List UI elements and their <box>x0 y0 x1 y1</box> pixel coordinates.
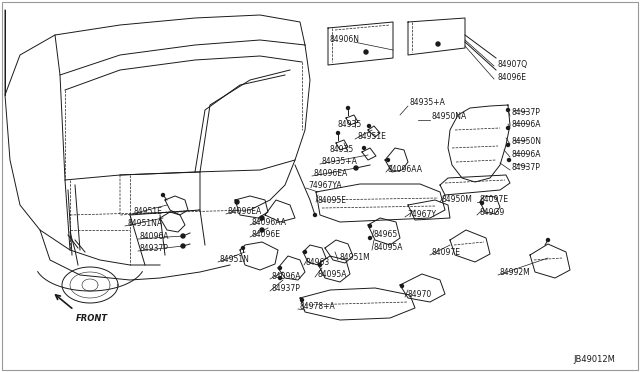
Text: 84950M: 84950M <box>442 195 473 204</box>
Text: 84935+A: 84935+A <box>322 157 358 166</box>
Text: 84978+A: 84978+A <box>300 302 336 311</box>
Text: 84096A: 84096A <box>140 232 170 241</box>
Circle shape <box>364 50 368 54</box>
Circle shape <box>278 266 282 269</box>
Text: 84935: 84935 <box>330 145 355 154</box>
Circle shape <box>181 244 185 248</box>
Circle shape <box>506 144 509 147</box>
Text: 84096A: 84096A <box>512 120 541 129</box>
Text: 84907Q: 84907Q <box>498 60 528 69</box>
Circle shape <box>362 147 365 150</box>
Circle shape <box>301 298 303 301</box>
Text: 84951M: 84951M <box>340 253 371 262</box>
Circle shape <box>346 106 349 109</box>
Text: 849G9: 849G9 <box>479 208 504 217</box>
Text: 84951E: 84951E <box>357 132 386 141</box>
Text: 84095E: 84095E <box>318 196 347 205</box>
Text: 84097E: 84097E <box>432 248 461 257</box>
Circle shape <box>161 193 164 196</box>
Text: 84096EA: 84096EA <box>314 169 348 178</box>
Text: 84096A: 84096A <box>512 150 541 159</box>
Circle shape <box>278 276 282 279</box>
Circle shape <box>547 238 550 241</box>
Text: 84095A: 84095A <box>374 243 403 252</box>
Text: 84095A: 84095A <box>317 270 346 279</box>
Text: 84951N: 84951N <box>220 255 250 264</box>
Circle shape <box>401 285 403 288</box>
Text: 84937P: 84937P <box>512 163 541 172</box>
Text: 84970: 84970 <box>407 290 431 299</box>
Text: 84965: 84965 <box>374 230 398 239</box>
Text: 84963: 84963 <box>306 258 330 267</box>
Circle shape <box>314 214 317 217</box>
Circle shape <box>369 237 371 240</box>
Text: 84096AA: 84096AA <box>388 165 423 174</box>
Circle shape <box>319 263 321 266</box>
Text: 84096AA: 84096AA <box>252 218 287 227</box>
Circle shape <box>508 158 511 161</box>
Circle shape <box>387 158 390 161</box>
Text: 84951E: 84951E <box>134 207 163 216</box>
Circle shape <box>235 200 239 204</box>
Text: 84937P: 84937P <box>272 284 301 293</box>
Text: 84992M: 84992M <box>500 268 531 277</box>
Circle shape <box>506 126 509 129</box>
Text: 84950N: 84950N <box>512 137 542 146</box>
Text: 84935: 84935 <box>338 120 362 129</box>
Text: JB49012M: JB49012M <box>573 355 615 364</box>
Circle shape <box>354 166 358 170</box>
Circle shape <box>367 125 371 128</box>
Circle shape <box>506 109 509 112</box>
Text: 84937P: 84937P <box>512 108 541 117</box>
Text: 84096A: 84096A <box>272 272 301 281</box>
Text: 84097E: 84097E <box>479 195 508 204</box>
Text: 84096E: 84096E <box>252 230 281 239</box>
Text: 84950NA: 84950NA <box>432 112 467 121</box>
Text: 84951NA: 84951NA <box>127 219 162 228</box>
Circle shape <box>260 216 264 220</box>
Circle shape <box>481 202 483 205</box>
Circle shape <box>369 224 371 228</box>
Text: 84937P: 84937P <box>140 244 169 253</box>
Circle shape <box>303 250 307 253</box>
Circle shape <box>337 131 339 135</box>
Text: 84096EA: 84096EA <box>228 207 262 216</box>
Text: 84096E: 84096E <box>498 73 527 82</box>
Circle shape <box>260 228 264 232</box>
Text: 84935+A: 84935+A <box>410 98 446 107</box>
Text: FRONT: FRONT <box>76 314 108 323</box>
Circle shape <box>241 247 244 250</box>
Circle shape <box>436 42 440 46</box>
Text: 74967Y: 74967Y <box>407 210 436 219</box>
Text: 84906N: 84906N <box>330 35 360 44</box>
Circle shape <box>181 234 185 238</box>
Text: 74967YA: 74967YA <box>308 181 342 190</box>
